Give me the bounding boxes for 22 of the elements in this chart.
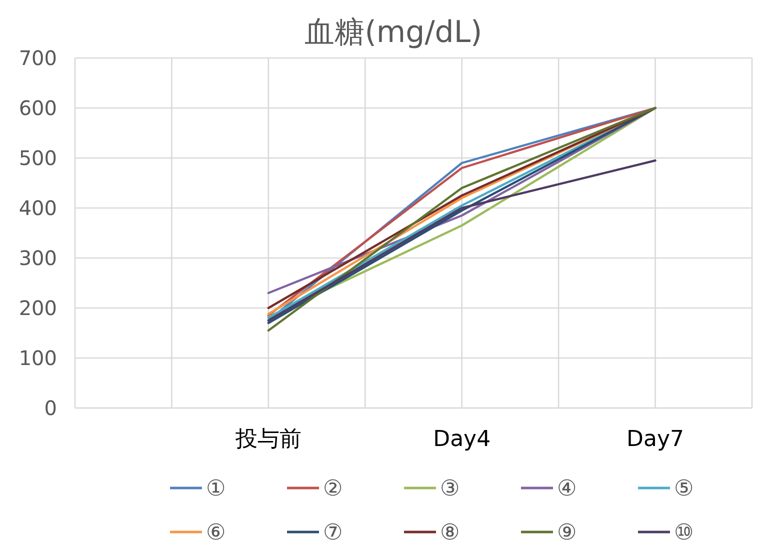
legend-label: ②: [323, 476, 343, 502]
y-tick-label: 200: [18, 296, 57, 320]
legend-label: ④: [557, 476, 577, 502]
y-tick-label: 600: [18, 96, 57, 120]
y-tick-label: 300: [18, 246, 57, 270]
y-tick-label: 400: [18, 196, 57, 220]
y-tick-label: 500: [18, 146, 57, 170]
chart-title: 血糖(mg/dL): [304, 15, 482, 50]
legend-label: ⑩: [674, 520, 694, 546]
y-tick-label: 0: [44, 396, 57, 420]
legend-label: ③: [440, 476, 460, 502]
y-tick-label: 700: [18, 46, 57, 70]
x-tick-label: Day7: [626, 427, 684, 452]
x-tick-label: 投与前: [234, 427, 302, 452]
legend-label: ⑦: [323, 520, 343, 546]
x-tick-label: Day4: [433, 427, 491, 452]
legend-label: ①: [206, 476, 226, 502]
legend-label: ⑧: [440, 520, 460, 546]
legend-label: ⑤: [674, 476, 694, 502]
y-tick-label: 100: [18, 346, 57, 370]
legend-label: ⑥: [206, 520, 226, 546]
legend-label: ⑨: [557, 520, 577, 546]
